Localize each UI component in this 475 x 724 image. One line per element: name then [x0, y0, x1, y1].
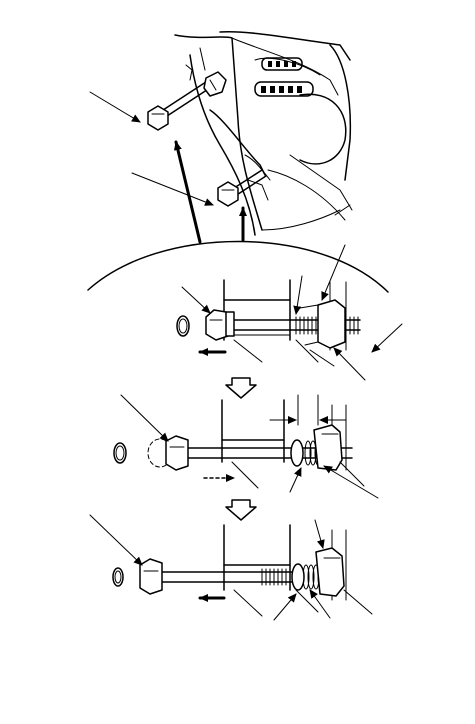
- leader-arrow: [333, 347, 366, 381]
- rotation-arrow: [113, 442, 127, 464]
- step-3-detail: [89, 514, 373, 621]
- rotation-arrow: [176, 315, 190, 337]
- leader-arrow: [120, 394, 169, 442]
- leader-arrow: [293, 275, 303, 315]
- leader-arrow: [321, 244, 346, 301]
- step-down-arrow: [225, 499, 257, 521]
- upper-mount-bolt: [147, 71, 227, 131]
- step-down-arrow: [225, 377, 257, 399]
- leader-arrow: [89, 91, 141, 123]
- leader-arrow: [289, 467, 302, 493]
- rotation-arrow: [112, 567, 124, 587]
- lower-mount-bolt: [217, 169, 267, 207]
- step-2-detail: [113, 394, 379, 499]
- direction-arrow: [173, 140, 202, 244]
- leader-arrow: [273, 593, 297, 621]
- leader-arrow: [323, 465, 379, 499]
- vehicle-body-overview: [89, 30, 353, 244]
- detail-view-outline: [87, 240, 389, 293]
- leader-arrow: [309, 589, 331, 619]
- leader-arrow: [181, 286, 211, 314]
- leader-arrow: [131, 172, 214, 206]
- step-1-detail: [176, 244, 403, 381]
- vent-slots: [254, 57, 314, 97]
- leader-arrow: [89, 514, 143, 566]
- leader-arrow: [314, 519, 325, 549]
- leader-arrow: [371, 323, 403, 353]
